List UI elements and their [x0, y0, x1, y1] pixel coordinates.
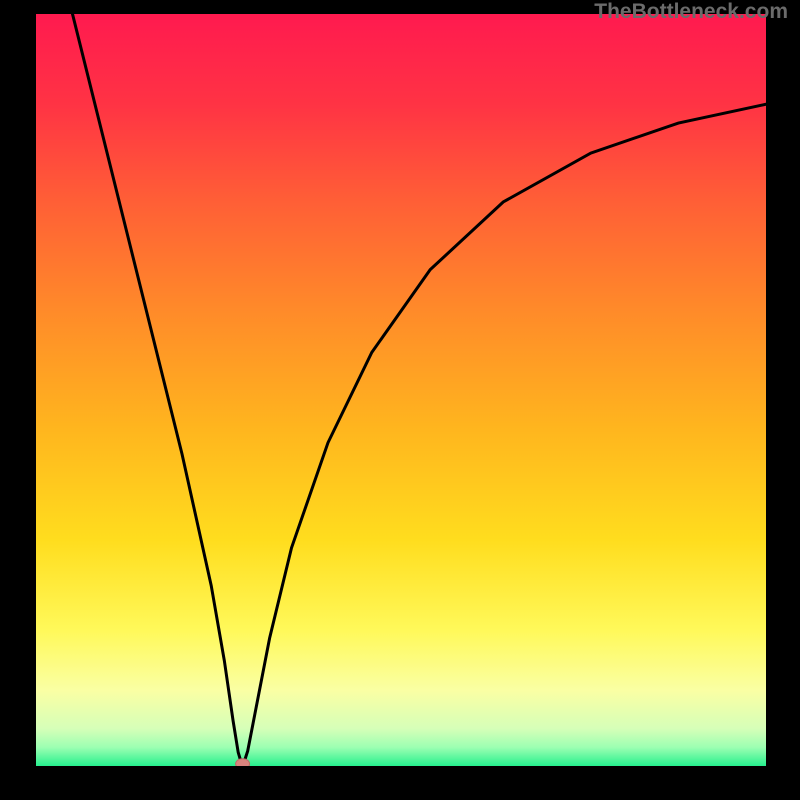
plot-svg: [36, 14, 766, 766]
plot-area: [36, 14, 766, 766]
watermark-text: TheBottleneck.com: [594, 0, 788, 24]
trough-marker: [236, 759, 250, 766]
chart-canvas: TheBottleneck.com: [0, 0, 800, 800]
gradient-background: [36, 14, 766, 766]
